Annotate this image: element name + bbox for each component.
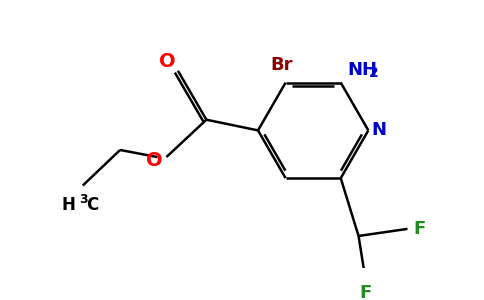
Text: N: N [372,122,387,140]
Text: O: O [146,151,162,170]
Text: NH: NH [348,61,378,79]
Text: C: C [86,196,99,214]
Text: H: H [62,196,76,214]
Text: Br: Br [271,56,293,74]
Text: F: F [414,220,426,238]
Text: 3: 3 [79,193,88,206]
Text: F: F [360,284,372,300]
Text: 2: 2 [369,66,379,80]
Text: O: O [159,52,176,71]
